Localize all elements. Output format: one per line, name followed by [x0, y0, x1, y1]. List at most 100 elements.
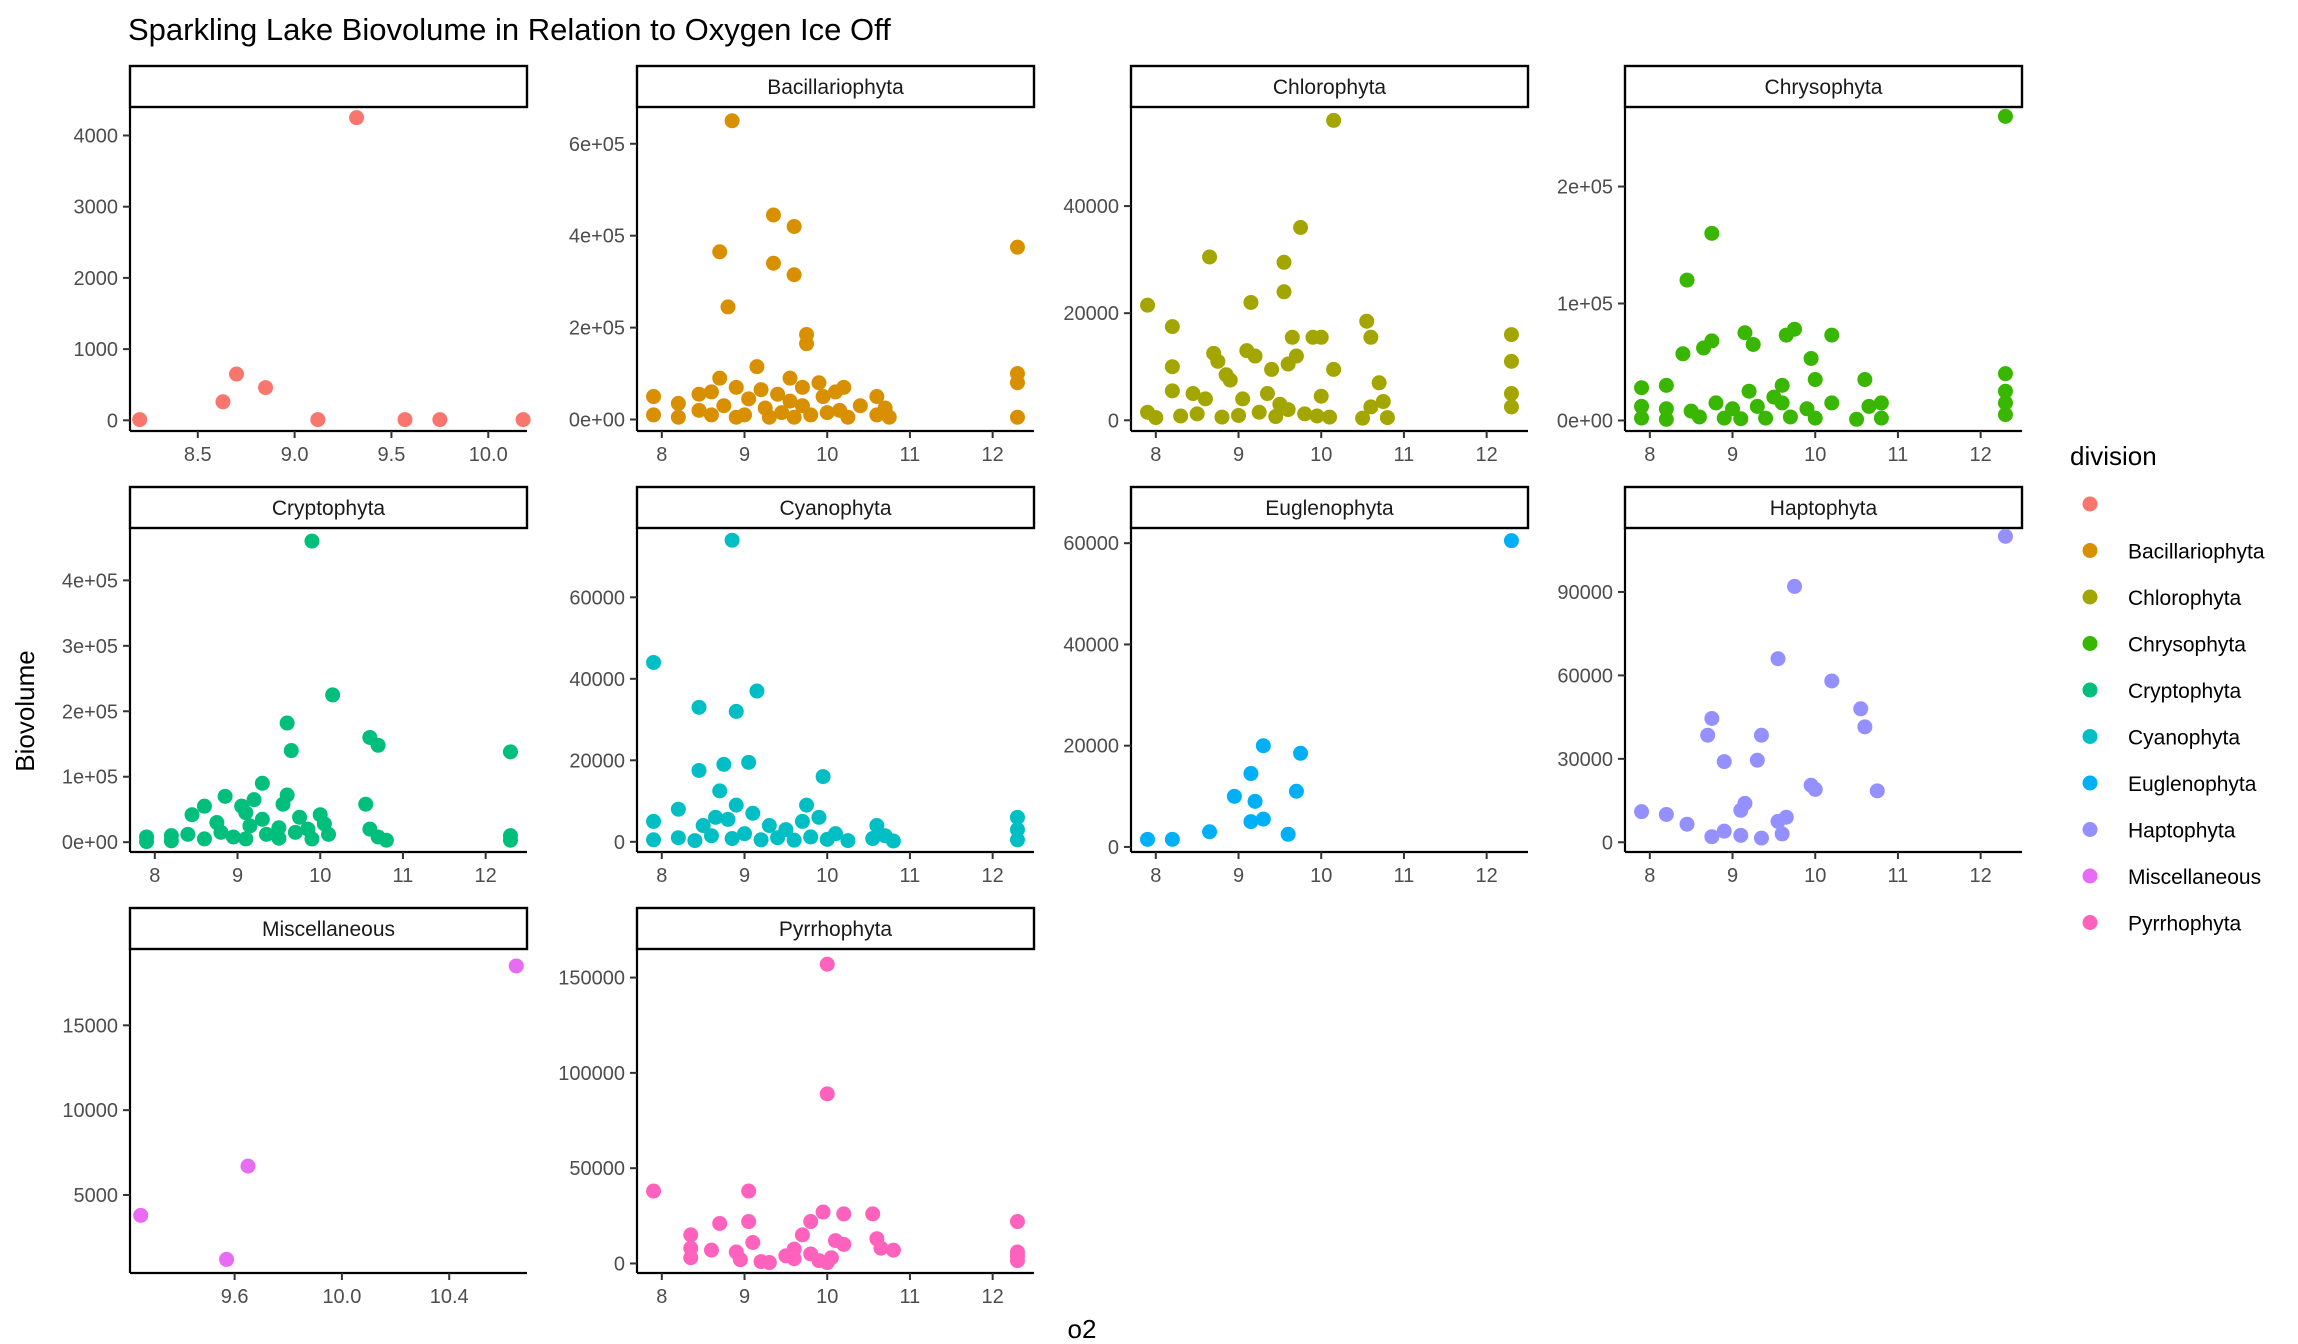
data-point: [229, 366, 245, 382]
data-point: [1326, 112, 1342, 128]
data-point: [254, 775, 270, 791]
data-point: [502, 832, 518, 848]
data-point: [240, 1158, 256, 1174]
y-tick-label: 10000: [62, 1100, 118, 1122]
data-point: [1009, 239, 1025, 255]
strip-box: [635, 485, 1036, 530]
x-tick-label: 11: [1394, 444, 1415, 466]
data-point: [728, 703, 744, 719]
data-point: [163, 833, 179, 849]
data-point: [1704, 225, 1720, 241]
data-point: [670, 409, 686, 425]
x-tick-label: 9: [1727, 865, 1738, 887]
data-point: [1293, 745, 1309, 761]
x-tick-label: 10: [816, 444, 838, 466]
data-point: [1255, 738, 1271, 754]
data-point: [1363, 399, 1379, 415]
strip-label: Bacillariophyta: [767, 76, 904, 99]
data-point: [1849, 411, 1865, 427]
data-point: [741, 391, 757, 407]
data-point: [724, 113, 740, 129]
x-tick-label: 9: [1233, 444, 1244, 466]
y-tick-label: 30000: [1557, 749, 1613, 771]
data-point: [786, 1251, 802, 1267]
data-point: [1503, 327, 1519, 343]
x-tick-label: 11: [900, 865, 921, 887]
facet-panel: Pyrrhophyta 8 9 10 11 12 0 50000 100000 150000: [558, 906, 1036, 1308]
data-point: [271, 830, 287, 846]
x-tick-label: 12: [1970, 865, 1992, 887]
data-point: [646, 832, 662, 848]
data-point: [803, 829, 819, 845]
data-point: [815, 389, 831, 405]
data-point: [703, 1242, 719, 1258]
legend-key: [2082, 729, 2098, 744]
data-point: [691, 762, 707, 778]
data-point: [349, 110, 365, 126]
y-tick-label: 50000: [569, 1158, 625, 1180]
data-point: [1749, 752, 1765, 768]
x-tick-label: 11: [1888, 865, 1909, 887]
data-point: [1753, 830, 1769, 846]
data-point: [1708, 395, 1724, 411]
data-point: [712, 244, 728, 260]
x-tick-label: 8: [1150, 865, 1161, 887]
data-point: [1379, 410, 1395, 426]
legend-key: [2082, 636, 2098, 651]
x-tick-label: 10: [816, 865, 838, 887]
data-point: [1824, 673, 1840, 689]
data-point: [1164, 319, 1180, 335]
data-point: [1861, 398, 1877, 414]
x-tick-label: 8: [656, 444, 667, 466]
data-point: [840, 409, 856, 425]
data-point: [304, 831, 320, 847]
data-point: [691, 699, 707, 715]
data-point: [732, 1252, 748, 1268]
data-point: [254, 811, 270, 827]
data-point: [1807, 781, 1823, 797]
data-point: [271, 820, 287, 836]
data-point: [515, 412, 531, 428]
x-tick-label: 9: [1727, 444, 1738, 466]
data-point: [873, 1240, 889, 1256]
y-tick-label: 15000: [62, 1015, 118, 1037]
x-tick-label: 8: [1644, 444, 1655, 466]
data-point: [1758, 410, 1774, 426]
y-tick-label: 100000: [558, 1063, 625, 1085]
data-point: [1210, 353, 1226, 369]
data-point: [1716, 754, 1732, 770]
y-tick-label: 3e+05: [62, 636, 118, 658]
data-point: [1753, 727, 1769, 743]
facet-panel: 8.5 9.0 9.5 10.0 0 1000 2000 3000 4000: [74, 64, 531, 466]
data-point: [196, 831, 212, 847]
data-point: [1231, 407, 1247, 423]
data-point: [215, 394, 231, 410]
data-point: [238, 805, 254, 821]
legend-label: Bacillariophyta: [2128, 541, 2265, 564]
data-point: [1293, 219, 1309, 235]
data-point: [1243, 814, 1259, 830]
x-tick-label: 8: [149, 865, 160, 887]
data-point: [1774, 826, 1790, 842]
x-tick-label: 9: [232, 865, 243, 887]
data-point: [737, 407, 753, 423]
data-point: [1716, 410, 1732, 426]
y-tick-label: 2e+05: [62, 701, 118, 723]
data-point: [1009, 832, 1025, 848]
data-point: [794, 379, 810, 395]
strip-label: Chrysophyta: [1765, 76, 1883, 99]
data-point: [1164, 383, 1180, 399]
data-point: [1264, 361, 1280, 377]
data-point: [219, 1251, 235, 1267]
legend-label: Chrysophyta: [2128, 634, 2246, 657]
data-point: [1704, 829, 1720, 845]
y-tick-label: 20000: [1063, 736, 1119, 758]
data-point: [786, 218, 802, 234]
data-point: [1259, 386, 1275, 402]
data-point: [819, 1086, 835, 1102]
y-tick-label: 60000: [569, 587, 625, 609]
data-point: [770, 386, 786, 402]
data-point: [712, 783, 728, 799]
x-tick-label: 10: [1804, 865, 1826, 887]
data-point: [646, 813, 662, 829]
